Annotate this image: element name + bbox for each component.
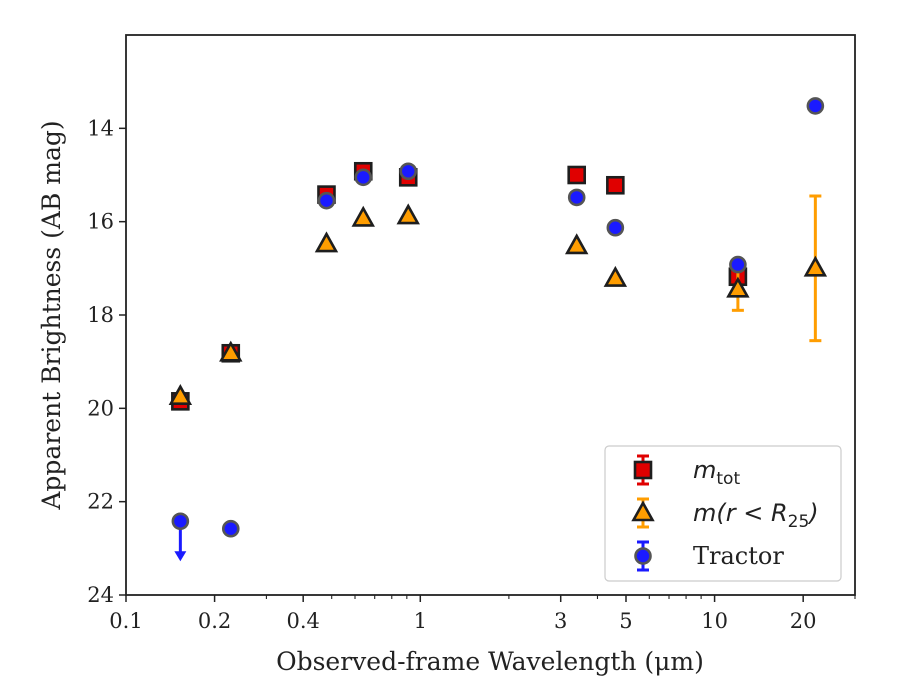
y-tick-label: 18 <box>87 303 114 327</box>
x-tick-label: 0.1 <box>109 609 142 633</box>
data-point <box>567 165 587 185</box>
data-point <box>168 384 193 405</box>
y-tick-label: 24 <box>87 583 114 607</box>
legend-marker-square <box>633 460 653 480</box>
data-point <box>317 191 336 210</box>
x-tick-label: 1 <box>414 609 427 633</box>
legend-marker-circle <box>634 547 652 565</box>
y-tick-label: 20 <box>87 396 114 420</box>
x-tick-label: 5 <box>619 609 632 633</box>
data-point <box>314 231 339 253</box>
legend-label-subscript: tot <box>716 469 740 489</box>
data-point <box>351 205 375 227</box>
x-tick-label: 3 <box>554 609 567 633</box>
x-tick-label: 0.4 <box>286 609 319 633</box>
data-point <box>221 519 240 538</box>
x-axis-label: Observed-frame Wavelength (μm) <box>276 647 704 676</box>
legend-label: Tractor <box>693 542 784 570</box>
series-square <box>171 161 748 411</box>
series-circle <box>171 97 825 562</box>
x-tick-label: 0.2 <box>198 609 231 633</box>
data-point <box>396 203 420 225</box>
plot-frame <box>125 34 856 596</box>
legend-label-tail: ) <box>807 499 818 527</box>
legend-label-main: m(r < R <box>693 499 788 527</box>
data-point <box>171 512 190 531</box>
legend: mtot m(r < R25) Tractor <box>604 445 842 582</box>
data-point <box>806 97 825 115</box>
y-axis-label: Apparent Brightness (AB mag) <box>37 120 66 510</box>
data-point <box>606 218 625 237</box>
data-point <box>564 233 589 255</box>
upper-limit-arrowhead <box>174 551 187 562</box>
legend-label-main: Tractor <box>693 542 784 570</box>
x-tick-label: 10 <box>701 609 728 633</box>
axis-ticks: 0.1 0.2 0.4 1 3 5 10 20 14 16 18 20 22 24 <box>87 116 856 633</box>
x-tick-label: 20 <box>790 609 817 633</box>
y-tick-label: 22 <box>87 490 114 514</box>
legend-label-subscript: 25 <box>788 512 810 532</box>
data-point <box>567 188 586 207</box>
legend-label-main: m <box>693 456 716 484</box>
y-tick-label: 16 <box>87 210 114 234</box>
y-tick-label: 14 <box>87 116 114 140</box>
data-point <box>354 168 373 187</box>
data-point <box>606 175 625 195</box>
data-point <box>399 162 418 181</box>
legend-marker-triangle <box>631 500 655 522</box>
data-point <box>803 255 828 277</box>
legend-box <box>604 445 842 582</box>
data-point <box>603 265 628 287</box>
data-marks <box>168 97 828 562</box>
legend-label: m(r < R25) <box>693 499 819 532</box>
data-point <box>219 340 243 362</box>
data-point <box>729 255 747 274</box>
data-point <box>726 276 750 298</box>
legend-label: mtot <box>693 456 740 489</box>
series-triangle <box>168 194 828 405</box>
